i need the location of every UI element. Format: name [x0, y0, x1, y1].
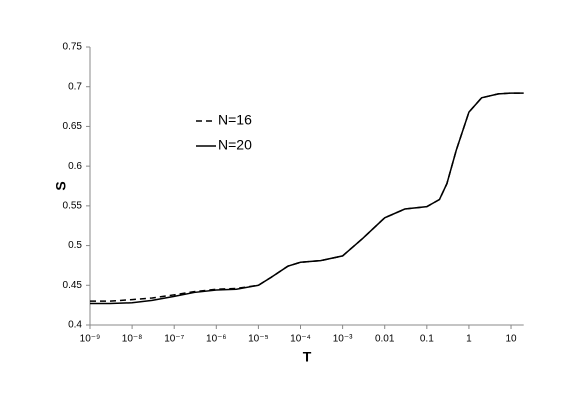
x-tick-label: 0.1: [420, 334, 434, 345]
y-axis-title: S: [53, 181, 69, 190]
legend-text: N=20: [218, 137, 252, 153]
y-tick-label: 0.5: [68, 240, 82, 251]
x-tick-label: 10⁻⁹: [80, 334, 101, 345]
y-tick-label: 0.4: [68, 320, 82, 331]
y-tick-label: 0.45: [63, 280, 83, 291]
x-tick-label: 10⁻⁸: [122, 334, 143, 345]
y-tick-label: 0.75: [63, 42, 83, 53]
y-tick-label: 0.55: [63, 200, 83, 211]
x-tick-label: 10⁻⁴: [290, 334, 311, 345]
series-line: [90, 92, 524, 305]
x-tick-label: 10⁻⁵: [248, 334, 269, 345]
y-tick-label: 0.7: [68, 81, 82, 92]
x-tick-label: 1: [466, 334, 472, 345]
y-tick-label: 0.65: [63, 121, 83, 132]
series-line: [90, 92, 524, 302]
x-tick-label: 0.01: [375, 334, 395, 345]
x-tick-label: 10⁻⁷: [164, 334, 184, 345]
x-tick-label: 10⁻⁶: [206, 334, 227, 345]
x-axis-title: T: [303, 349, 312, 365]
y-tick-label: 0.6: [68, 161, 82, 172]
x-tick-label: 10: [505, 334, 517, 345]
legend-text: N=16: [218, 112, 252, 128]
x-tick-label: 10⁻³: [333, 334, 353, 345]
